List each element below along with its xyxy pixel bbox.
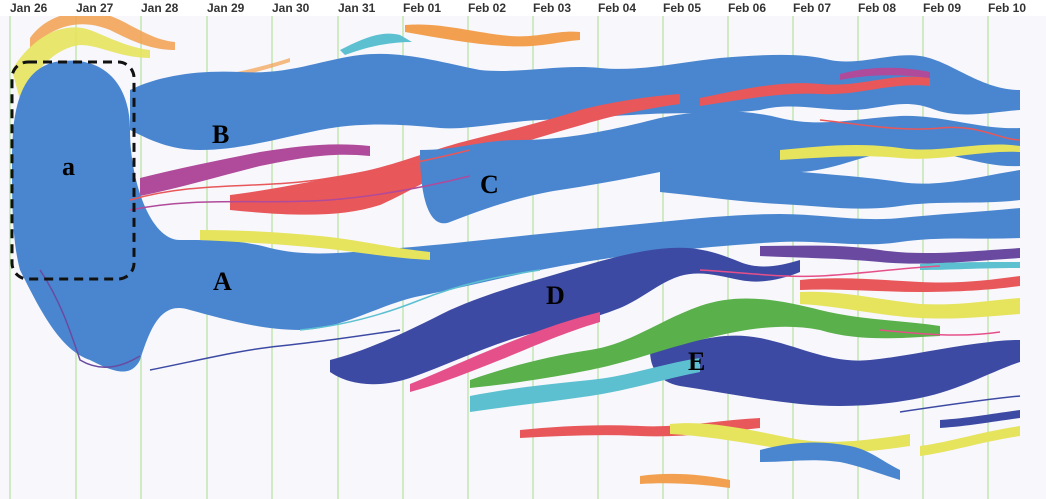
date-label: Jan 26 xyxy=(10,1,48,15)
thread-cyan-1 xyxy=(299,269,541,331)
stream-green xyxy=(470,298,940,388)
stream-yellow-bottom xyxy=(670,423,910,453)
annotation-C: C xyxy=(480,170,499,199)
annotation-A: A xyxy=(213,267,232,296)
date-label: Feb 05 xyxy=(663,1,701,15)
thread-purple-1 xyxy=(39,269,141,368)
stream-yellow-top-left xyxy=(12,27,150,101)
stream-cyan-right xyxy=(920,262,1020,270)
stream-navy-D xyxy=(330,247,800,385)
stream-blue-C xyxy=(420,111,1020,224)
annotation-B: B xyxy=(212,120,229,149)
date-label: Jan 29 xyxy=(207,1,245,15)
date-label: Jan 30 xyxy=(272,1,310,15)
stream-yellow-right-mid xyxy=(780,144,1020,160)
date-label: Feb 07 xyxy=(793,1,831,15)
stream-navy-E xyxy=(650,335,1020,406)
date-label: Feb 01 xyxy=(403,1,441,15)
stream-yellow-right-low xyxy=(800,291,1020,319)
date-label: Jan 27 xyxy=(76,1,114,15)
stream-cyan-lower xyxy=(470,358,700,412)
stream-navy-bottom-right xyxy=(940,410,1020,428)
date-label: Feb 02 xyxy=(468,1,506,15)
stream-magenta-right-upper xyxy=(840,67,930,80)
thread-magenta-1 xyxy=(129,175,471,211)
highlight-box-a xyxy=(10,60,136,281)
thread-pink-1 xyxy=(699,265,941,278)
date-label: Feb 09 xyxy=(923,1,961,15)
annotation-labels: a B A C D E xyxy=(62,120,705,376)
stream-yellow-middle xyxy=(200,230,430,260)
stream-red-right-upper xyxy=(700,76,930,106)
stream-orange-bottom xyxy=(640,473,730,488)
thread-navy-2 xyxy=(899,395,1021,413)
thread-red-1 xyxy=(129,149,471,201)
stream-yellow-bottom-right xyxy=(920,426,1020,456)
storyline-streams xyxy=(12,11,1021,488)
stream-orange-top-left xyxy=(30,11,175,50)
thin-threads xyxy=(39,119,1021,413)
stream-blue-lower-right xyxy=(660,160,1020,209)
date-label: Feb 04 xyxy=(598,1,636,15)
annotation-D: D xyxy=(546,281,565,310)
date-axis: Jan 26 Jan 27 Jan 28 Jan 29 Jan 30 Jan 3… xyxy=(10,1,1026,15)
thread-red-2 xyxy=(819,119,1021,141)
date-label: Feb 06 xyxy=(728,1,766,15)
annotation-E: E xyxy=(688,347,705,376)
stream-blue-bottom xyxy=(760,442,900,480)
thread-pink-2 xyxy=(879,329,1001,336)
date-header-strip xyxy=(0,0,1046,16)
stream-red-right-mid xyxy=(800,276,1020,292)
annotation-a: a xyxy=(62,152,75,181)
thread-navy-1 xyxy=(149,329,401,371)
stream-cyan-small xyxy=(340,33,412,55)
date-label: Jan 31 xyxy=(338,1,376,15)
date-label: Feb 08 xyxy=(858,1,896,15)
stream-pink xyxy=(410,312,600,392)
stream-magenta xyxy=(140,144,370,196)
date-label: Jan 28 xyxy=(141,1,179,15)
stream-blue-B xyxy=(130,53,1020,150)
date-label: Feb 10 xyxy=(988,1,1026,15)
date-label: Feb 03 xyxy=(533,1,571,15)
stream-blue-A xyxy=(12,60,1020,372)
stream-orange-upper xyxy=(405,24,580,47)
stream-purple-right xyxy=(760,245,1020,264)
